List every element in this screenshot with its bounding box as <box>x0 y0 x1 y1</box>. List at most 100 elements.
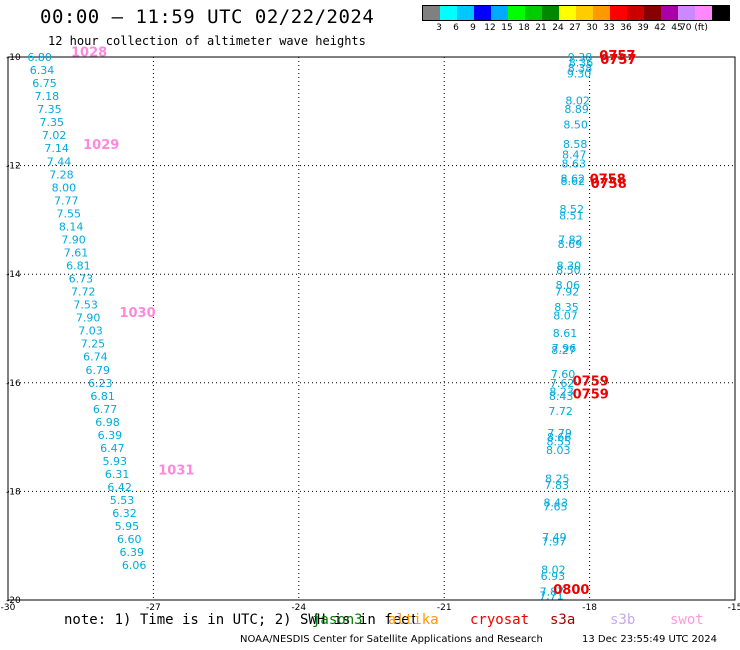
legend-swatch <box>440 6 457 20</box>
swh-label: 8.66 <box>547 431 572 444</box>
swh-label: 9.30 <box>567 67 592 80</box>
swh-label: 6.98 <box>95 416 120 429</box>
swh-label: 8.89 <box>564 103 589 116</box>
satellite-label-s3b: s3b <box>610 612 636 628</box>
time-label: 0759 <box>573 388 609 403</box>
swh-label: 8.62 <box>561 175 586 188</box>
y-tick-label: -10 <box>6 53 21 63</box>
legend-swatch <box>423 6 440 20</box>
swh-label: 6.77 <box>93 403 118 416</box>
swh-label: 8.07 <box>553 309 578 322</box>
legend-swatch <box>627 6 644 20</box>
swh-label: 6.73 <box>69 273 94 286</box>
legend-swatch <box>644 6 661 20</box>
swh-label: 7.28 <box>49 168 74 181</box>
swh-label: 8.23 <box>549 385 574 398</box>
swh-label: 8.61 <box>553 327 578 340</box>
page-subtitle: 12 hour collection of altimeter wave hei… <box>48 34 366 48</box>
swh-label: 5.95 <box>115 520 140 533</box>
y-tick-label: -16 <box>6 379 21 389</box>
legend-swatch <box>661 6 678 20</box>
time-label: 0759 <box>573 375 609 390</box>
legend-label: 24 <box>552 23 564 33</box>
legend-swatch <box>576 6 593 20</box>
credit-line: NOAA/NESDIS Center for Satellite Applica… <box>240 634 543 645</box>
swh-label: 7.65 <box>543 501 568 514</box>
legend-label: 3 <box>436 23 442 33</box>
legend-label: 15 <box>501 23 513 33</box>
swh-label: 8.63 <box>561 157 586 170</box>
legend-swatch <box>559 6 576 20</box>
time-label: 1028 <box>71 46 107 61</box>
swh-label: 5.53 <box>110 494 135 507</box>
swh-label: 8.55 <box>546 435 571 448</box>
swh-label: 7.25 <box>81 338 106 351</box>
satellite-label-cryosat: cryosat <box>470 612 530 628</box>
legend-label: 18 <box>518 23 530 33</box>
legend-swatch <box>610 6 627 20</box>
swh-label: 6.74 <box>83 351 108 364</box>
swh-label: 7.83 <box>545 479 570 492</box>
swh-label: 7.71 <box>539 590 564 603</box>
x-tick-label: -24 <box>291 603 306 613</box>
swh-label: 9.38 <box>568 51 593 64</box>
x-tick-label: -27 <box>146 603 161 613</box>
x-tick-label: -18 <box>582 603 597 613</box>
swh-label: 7.60 <box>551 368 576 381</box>
swh-label: 7.72 <box>548 405 573 418</box>
time-label: 0758 <box>590 173 626 188</box>
legend-label: 27 <box>569 23 581 33</box>
satellite-label-s3a: s3a <box>550 612 576 628</box>
swh-label: 6.75 <box>32 77 57 90</box>
legend-swatch <box>525 6 542 20</box>
time-label: 1030 <box>119 306 155 321</box>
swh-label: 6.39 <box>119 546 143 559</box>
y-tick-label: -12 <box>6 162 21 172</box>
swh-label: 6.60 <box>117 533 142 546</box>
time-label: 0757 <box>599 49 635 64</box>
swh-label: 7.53 <box>73 299 98 312</box>
legend-swatch <box>678 6 695 20</box>
legend-swatch <box>712 6 729 20</box>
swh-label: 8.43 <box>544 496 569 509</box>
y-tick-label: -14 <box>6 270 21 280</box>
swh-label: 7.90 <box>61 233 86 246</box>
swh-label: 8.06 <box>556 279 581 292</box>
swh-label: 6.39 <box>98 429 123 442</box>
swh-label: 8.02 <box>541 564 566 577</box>
swh-label: 8.03 <box>546 444 571 457</box>
legend-label: 12 <box>484 23 496 33</box>
swh-label: 5.93 <box>103 455 128 468</box>
swh-label: 7.02 <box>42 129 67 142</box>
swh-label: 8.69 <box>558 238 583 251</box>
time-label: 1029 <box>83 138 119 153</box>
satellite-label-altika: altika <box>388 612 439 628</box>
swh-label: 8.00 <box>52 181 76 194</box>
legend-label: 6 <box>453 23 459 33</box>
swh-label: 6.32 <box>112 507 137 520</box>
swh-label: 7.77 <box>54 194 79 207</box>
swh-label: 8.58 <box>563 138 588 151</box>
swh-label: 6.81 <box>90 390 115 403</box>
swh-label: 6.34 <box>30 64 54 77</box>
legend-label: 30 <box>586 23 598 33</box>
plot-frame <box>7 56 736 601</box>
swh-label: 8.43 <box>549 390 574 403</box>
swh-label: 7.79 <box>547 427 572 440</box>
swh-label: 7.03 <box>78 325 103 338</box>
swh-label: 7.87 <box>540 585 565 598</box>
swh-label: 8.50 <box>556 264 581 277</box>
y-tick-label: -20 <box>6 596 21 606</box>
swh-label: 8.62 <box>561 173 586 186</box>
swh-label: 7.14 <box>44 142 69 155</box>
swh-label: 7.35 <box>40 116 65 129</box>
swh-label: 8.27 <box>551 344 576 357</box>
legend-label: 9 <box>470 23 476 33</box>
legend-label: 39 <box>637 23 649 33</box>
swh-label: 7.72 <box>71 286 96 299</box>
x-tick-label: -15 <box>728 603 740 613</box>
generated-timestamp: 13 Dec 23:55:49 UTC 2024 <box>582 634 717 645</box>
x-tick-label: -21 <box>437 603 452 613</box>
legend-labels: 3 6 9 12 15 18 21 24 27 30 33 36 39 42 45 70 (ft) <box>422 21 730 33</box>
